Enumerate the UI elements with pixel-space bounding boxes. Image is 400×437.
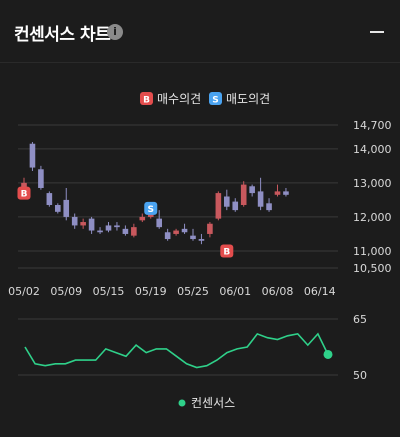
candle-body <box>249 186 255 194</box>
x-tick-label: 05/25 <box>177 285 209 298</box>
consensus-last-point <box>323 349 333 359</box>
consensus-panel: 65 50 <box>18 313 367 382</box>
candle-body <box>257 191 264 207</box>
x-tick-label: 05/19 <box>135 285 167 298</box>
consensus-legend: 컨센서스 <box>178 396 235 410</box>
lower-y-tick-label: 50 <box>353 369 367 382</box>
candle-body <box>55 205 61 212</box>
x-tick-label: 06/01 <box>219 285 251 298</box>
candle-body <box>232 201 239 211</box>
legend-badge-s <box>209 92 222 105</box>
candle-body <box>240 184 247 206</box>
candles <box>21 142 289 245</box>
candle-body <box>190 235 196 240</box>
candle-body <box>46 193 53 206</box>
candle-body <box>131 227 137 236</box>
legend-badge-letter: S <box>212 96 218 106</box>
price-axis: 14,700 14,000 13,000 12,000 11,000 10,500 <box>353 119 392 275</box>
candle-body <box>80 222 86 226</box>
minimize-icon[interactable] <box>370 31 384 33</box>
candle-body <box>29 143 36 168</box>
legend-badge-b <box>140 92 153 105</box>
legend-badge-letter: B <box>143 96 150 106</box>
header-divider <box>0 62 400 63</box>
buy-signal-badge <box>220 244 234 258</box>
candle-body <box>71 216 78 226</box>
x-tick-label: 05/02 <box>8 285 40 298</box>
legend-label: 매수의견 <box>157 92 201 106</box>
candle-body <box>114 225 120 228</box>
info-icon[interactable]: i <box>107 24 123 40</box>
candle-body <box>207 223 213 234</box>
candle-body <box>156 218 162 228</box>
candle-body <box>122 228 129 234</box>
y-tick-label: 14,000 <box>353 143 392 156</box>
price-gridlines <box>18 124 338 269</box>
candle-body <box>283 191 289 195</box>
y-tick-label: 10,500 <box>353 262 392 275</box>
y-tick-label: 14,700 <box>353 119 392 132</box>
candle-body <box>173 230 179 234</box>
candle-body <box>274 191 281 195</box>
signal-letter: S <box>148 205 154 215</box>
x-tick-label: 05/09 <box>50 285 82 298</box>
sell-signal-badge <box>144 201 158 215</box>
buy-signal-badge <box>17 186 31 200</box>
signal-letter: B <box>21 190 28 200</box>
candle-body <box>97 230 103 233</box>
legend-label: 매도의견 <box>226 92 270 106</box>
candle-body <box>88 218 95 231</box>
candle-body <box>181 228 188 233</box>
candle-body <box>21 182 27 190</box>
candle-body <box>139 216 146 221</box>
y-tick-label: 12,000 <box>353 211 392 224</box>
date-axis: 05/02 05/09 05/15 05/19 05/25 06/01 06/08 06/14 <box>8 285 335 298</box>
x-tick-label: 05/15 <box>93 285 125 298</box>
legend: B 매수의견 S 매도의견 <box>140 92 270 106</box>
lower-y-tick-label: 65 <box>353 313 367 326</box>
x-tick-label: 06/08 <box>262 285 294 298</box>
candle-body <box>215 193 222 219</box>
candle-body <box>198 239 205 241</box>
y-tick-label: 11,000 <box>353 245 392 258</box>
legend-consensus-label: 컨센서스 <box>191 396 235 410</box>
y-tick-label: 13,000 <box>353 177 392 190</box>
signals: B S B <box>17 186 234 258</box>
candle-body <box>224 196 230 207</box>
signal-letter: B <box>223 247 230 257</box>
page-title: 컨센서스 차트 <box>14 25 111 45</box>
candle-body <box>105 225 112 231</box>
x-tick-label: 06/14 <box>304 285 336 298</box>
candle-body <box>38 169 44 188</box>
candle-body <box>63 199 70 217</box>
legend-dot <box>178 399 186 407</box>
panel-header: 컨센서스 차트 i <box>0 0 400 62</box>
candle-body <box>164 232 171 240</box>
consensus-line <box>24 332 329 369</box>
candle-body <box>266 203 272 211</box>
